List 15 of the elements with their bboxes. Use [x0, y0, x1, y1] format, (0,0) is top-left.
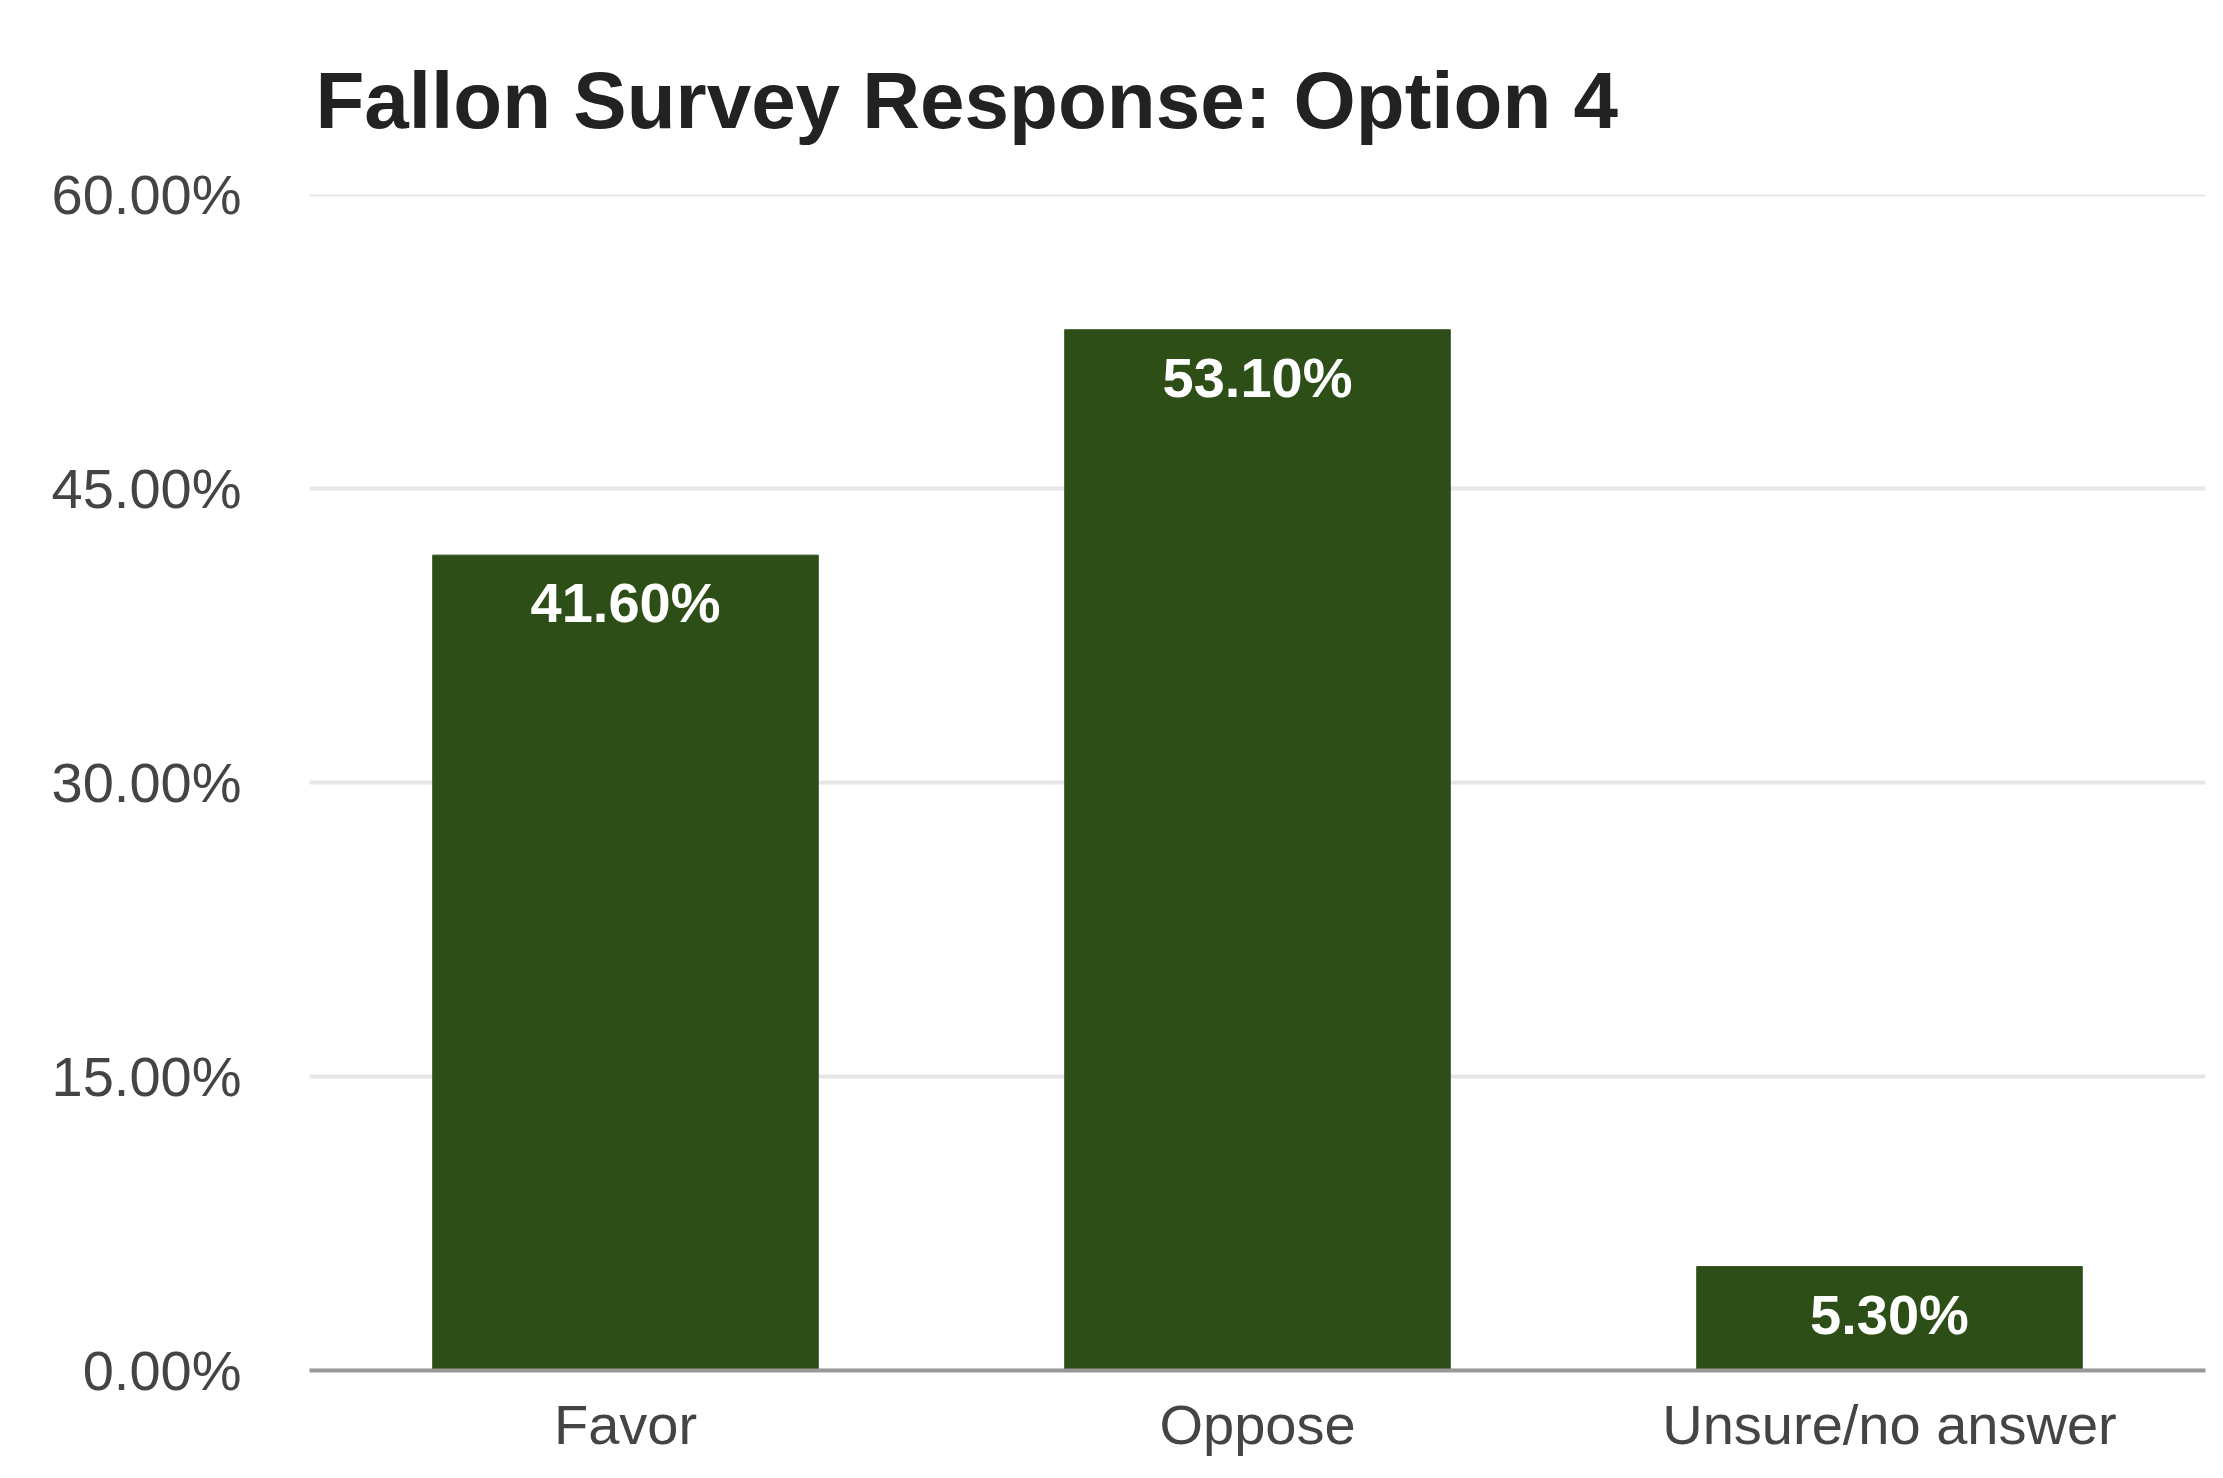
bar: [1696, 1266, 2083, 1371]
y-tick-label: 60.00%: [51, 163, 242, 226]
bar: [1064, 329, 1451, 1371]
x-tick-label: Oppose: [1159, 1392, 1356, 1456]
data-label: 53.10%: [1162, 345, 1353, 409]
y-tick-label: 45.00%: [51, 457, 242, 520]
y-tick-label: 30.00%: [51, 751, 242, 814]
x-tick-label: Unsure/no answer: [1662, 1392, 2117, 1456]
y-tick-label: 0.00%: [82, 1339, 242, 1402]
data-label: 41.60%: [530, 571, 721, 635]
data-label: 5.30%: [1810, 1282, 1969, 1346]
chart-title: Fallon Survey Response: Option 4: [315, 55, 1619, 145]
y-tick-label: 15.00%: [51, 1045, 242, 1108]
bar: [432, 554, 819, 1371]
x-tick-label: Favor: [553, 1392, 698, 1456]
